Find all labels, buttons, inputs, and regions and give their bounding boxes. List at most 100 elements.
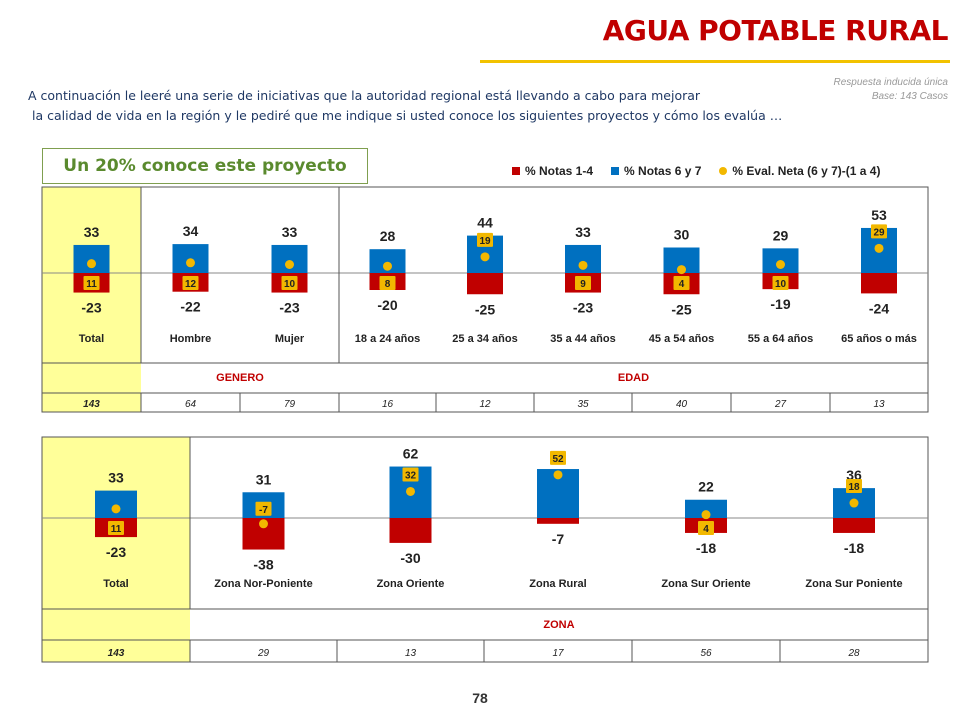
p1-neta-box [575,276,591,290]
p1-label-neta: 29 [873,227,885,238]
p1-base-value: 27 [774,399,787,410]
p2-label-notas-6-7: 33 [108,470,124,486]
p2-base-value: 28 [847,648,860,659]
awareness-badge: Un 20% conoce este proyecto [42,148,368,184]
legend-label-notas-6-7: % Notas 6 y 7 [624,164,702,178]
p2-label-notas-6-7: 31 [256,471,272,487]
p2-bar-notas-6-7 [685,499,727,518]
p1-label-notas-1-4: -25 [671,301,691,317]
p2-base-value: 29 [257,648,270,659]
p1-label-notas-6-7: 28 [380,228,396,244]
p1-bar-notas-6-7 [73,244,110,273]
title-underline [480,60,950,63]
p2-bar-notas-1-4 [389,518,432,543]
p2-base-value: 17 [552,648,564,659]
p1-category-label: 65 años o más [841,333,917,345]
p2-neta-box [846,479,862,494]
p2-dot-neta [553,470,563,480]
p1-label-neta: 9 [580,279,586,290]
p1-bar-notas-1-4 [861,273,897,294]
p2-category-label: Zona Nor-Poniente [214,578,312,590]
legend-label-notas-1-4: % Notas 1-4 [525,164,594,178]
p1-label-notas-6-7: 34 [183,223,199,239]
p1-label-notas-6-7: 33 [575,224,591,240]
p1-category-label: Total [79,333,104,345]
p2-label-neta: 18 [848,482,860,493]
p1-base-value: 35 [577,399,589,410]
legend-swatch-blue [611,167,620,175]
p1-label-neta: 10 [775,279,787,290]
p2-neta-box [108,521,124,535]
p2-base-value: 13 [405,648,417,659]
p1-dot-neta [383,261,392,271]
p1-dot-neta [776,260,785,269]
p1-neta-box [673,276,690,290]
page-number: 78 [472,690,488,706]
p1-dot-neta [578,260,588,270]
p2-bar-notas-1-4 [833,518,875,533]
p1-neta-box [772,276,789,290]
p2-label-notas-6-7: 22 [698,479,714,495]
p1-neta-box [281,276,298,290]
p1-bar-notas-1-4 [467,273,503,295]
p1-neta-box [871,224,887,239]
p2-group-label-0: ZONA [543,619,574,631]
intro-text: A continuación le leeré una serie de ini… [28,86,782,126]
p2-label-neta: -7 [259,505,268,516]
p2-panel-frame [41,436,929,663]
legend-dot-yellow [719,167,728,175]
p1-dot-neta [186,258,195,268]
p1-neta-box [83,276,100,290]
p1-neta-box [477,232,493,247]
p1-label-neta: 12 [185,279,197,290]
p1-label-neta: 4 [679,279,685,290]
p2-label-neta: 11 [111,524,122,535]
p1-panel-frame [41,186,929,413]
p1-dot-neta [677,265,686,275]
legend-item-notas-6-7: % Notas 6 y 7 [611,164,701,178]
p2-neta-box [402,467,419,482]
p2-base-value: 143 [108,648,125,659]
p2-dot-neta [849,498,859,508]
p1-label-notas-6-7: 29 [773,227,789,243]
p1-neta-box [182,276,199,290]
p2-label-neta: 52 [552,454,564,465]
page-title: AGUA POTABLE RURAL [602,14,949,47]
p1-label-neta: 11 [86,279,97,290]
p2-label-notas-6-7: 62 [403,446,419,462]
p1-base-value: 13 [873,399,885,410]
p2-dot-neta [259,519,268,529]
p1-base-value: 16 [382,399,394,410]
p2-neta-box [255,501,272,516]
p1-total-highlight [42,187,141,412]
p1-label-notas-6-7: 44 [477,215,493,231]
p2-label-notas-1-4: -38 [253,557,273,573]
p1-dot-neta [874,243,884,253]
p1-label-notas-1-4: -23 [279,300,299,316]
p1-label-neta: 19 [479,236,491,247]
p2-neta-box [698,521,714,535]
p2-label-neta: 32 [405,470,417,481]
p1-base-value: 79 [284,399,296,410]
p2-category-label: Zona Sur Poniente [805,578,902,590]
p1-label-notas-1-4: -23 [573,300,593,316]
p1-neta-box [379,276,396,290]
legend-label-neta: % Eval. Neta (6 y 7)-(1 a 4) [732,164,881,178]
p1-bar-notas-6-7 [369,249,406,273]
p2-label-notas-1-4: -18 [844,540,864,556]
p1-base-value: 12 [479,399,491,410]
p2-dot-neta [406,486,415,496]
p1-base-value: 64 [185,399,197,410]
p1-label-notas-6-7: 33 [84,224,100,240]
p2-bar-notas-1-4 [537,518,579,524]
p1-dot-neta [87,259,96,269]
intro-line-1: A continuación le leeré una serie de ini… [28,88,701,103]
p1-label-notas-1-4: -24 [869,300,889,316]
p1-category-label: 35 a 44 años [550,333,615,345]
p1-dot-neta [285,260,294,269]
legend-item-neta: % Eval. Neta (6 y 7)-(1 a 4) [719,164,880,178]
p1-group-label-0: GENERO [216,372,264,384]
p2-dot-neta [111,504,121,514]
p1-group-label-1: EDAD [618,372,649,384]
